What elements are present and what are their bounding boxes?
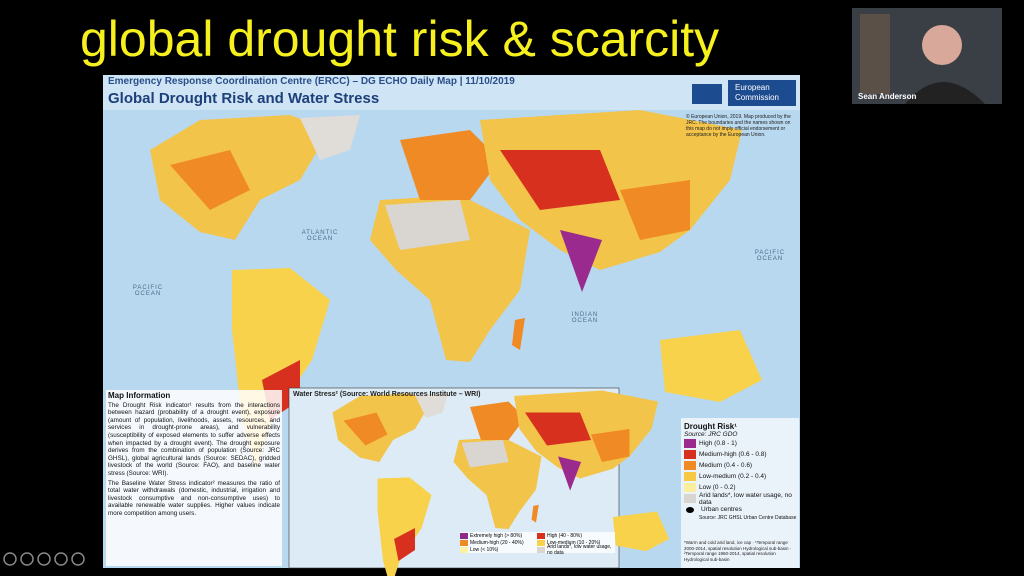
logo-text: European Commission (735, 83, 780, 102)
participant-name: Sean Anderson (858, 92, 917, 101)
footnote: *Warm and cold arid land, ice cap · ¹Tem… (684, 540, 792, 562)
legend-label: Low (0 - 0.2) (699, 484, 736, 491)
inset-legend-swatch (460, 539, 468, 546)
legend-item: Arid lands*, low water usage, no data (684, 491, 799, 506)
legend-label: Medium (0.4 - 0.6) (699, 462, 753, 469)
legend-item: Urban centres (684, 504, 799, 515)
info-heading: Map Information (108, 391, 171, 400)
shelf (860, 14, 890, 94)
inset-legend: Extremely high (> 80%) High (40 - 80%) Med… (460, 532, 615, 556)
inset-legend-swatch (460, 546, 468, 553)
legend-item: Low (0 - 0.2) (684, 482, 799, 493)
inset-legend-label: High (40 - 80%) (547, 532, 583, 539)
legend-swatch (684, 461, 696, 470)
logo-box (728, 80, 796, 106)
copyright: © European Union, 2019. Map produced by … (686, 114, 791, 138)
playback-controls[interactable] (3, 552, 85, 566)
legend-items: High (0.8 - 1) Medium-high (0.6 - 0.8) Med… (684, 438, 799, 506)
info-paragraph: The Drought Risk indicator¹ results from… (108, 401, 280, 477)
inset-legend-swatch (537, 539, 545, 546)
legend-label: Urban centres (701, 506, 742, 513)
legend-title: Drought Risk¹ (684, 422, 737, 431)
inset-legend-item: Low (< 10%) (460, 546, 537, 553)
inset-legend-item: Extremely high (> 80%) (460, 532, 537, 539)
legend-box (681, 418, 799, 568)
info-paragraph: The Baseline Water Stress indicator² mea… (108, 479, 280, 517)
legend-item: Low-medium (0.2 - 0.4) (684, 471, 799, 482)
inset-legend-label: Medium-high (20 - 40%) (470, 539, 524, 546)
inset-legend-swatch (460, 532, 468, 539)
inset-legend-item: High (40 - 80%) (537, 532, 614, 539)
ocean-label: Indian Ocean (571, 312, 599, 324)
legend-label: High (0.8 - 1) (699, 440, 737, 447)
ocean-label: Atlantic Ocean (301, 230, 339, 242)
inset-legend-label: Low (< 10%) (470, 546, 499, 553)
map-title: Global Drought Risk and Water Stress (108, 90, 380, 107)
map-header: Emergency Response Coordination Centre (… (108, 76, 515, 87)
legend-swatch (684, 494, 696, 503)
legend-item: Medium (0.4 - 0.6) (684, 460, 799, 471)
eu-flag (692, 84, 722, 104)
inset-legend-label: Arid lands*, low water usage, no data (547, 543, 612, 556)
legend-urban-source: Source: JRC GHSL Urban Centre Database (699, 515, 797, 521)
legend: Drought Risk¹ Source: JRC GDO High (0.8 … (684, 422, 799, 521)
legend-label: Arid lands*, low water usage, no data (699, 491, 792, 506)
shirt (905, 82, 985, 104)
inset-legend-label: Low-medium (10 - 20%) (547, 539, 601, 546)
map-information: Map Information The Drought Risk indicat… (106, 390, 282, 566)
legend-label: Medium-high (0.6 - 0.8) (699, 451, 767, 458)
inset-legend-item: Arid lands*, low water usage, no data (537, 543, 614, 556)
legend-swatch (684, 439, 696, 448)
legend-swatch (684, 472, 696, 481)
legend-label: Low-medium (0.2 - 0.4) (699, 473, 767, 480)
inset-title: Water Stress² (Source: World Resources I… (293, 391, 481, 398)
legend-swatch (684, 483, 696, 492)
legend-source: Source: JRC GDO (684, 431, 738, 438)
inset-legend-swatch (537, 546, 545, 553)
legend-swatch (684, 450, 696, 459)
ocean-label: Pacific Ocean (132, 285, 164, 297)
map-header-bar (103, 75, 800, 110)
inset-legend-item: Low-medium (10 - 20%) (537, 539, 614, 546)
ocean-label: Pacific Ocean (754, 250, 786, 262)
slide-title: global drought risk & scarcity (80, 11, 720, 67)
legend-item: Medium-high (0.6 - 0.8) (684, 449, 799, 460)
inset-legend-swatch (537, 532, 545, 539)
face (922, 25, 962, 65)
legend-item: High (0.8 - 1) (684, 438, 799, 449)
inset-legend-label: Extremely high (> 80%) (470, 532, 523, 539)
inset-legend-item: Medium-high (20 - 40%) (460, 539, 537, 546)
